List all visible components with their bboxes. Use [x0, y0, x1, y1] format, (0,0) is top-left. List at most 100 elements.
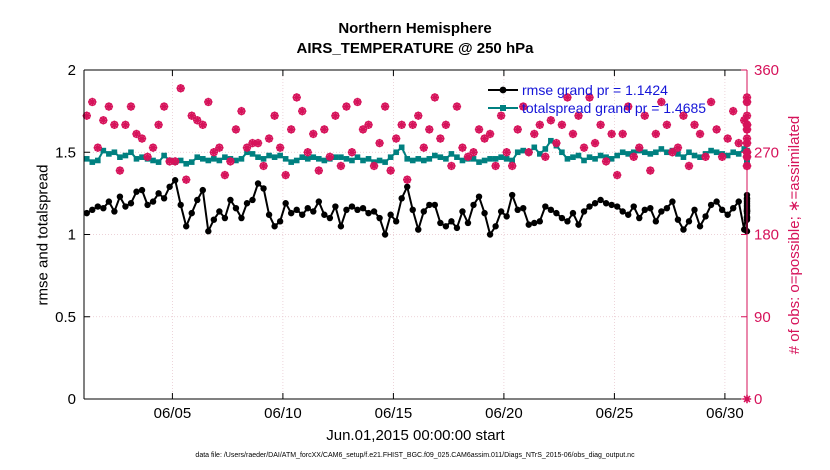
point-s3-60: [414, 111, 423, 120]
point-s0-1: [89, 206, 96, 214]
point-s1-86: [559, 149, 565, 156]
point-s1-47: [343, 156, 350, 162]
point-s0-43: [321, 211, 328, 218]
point-s0-53: [376, 214, 383, 222]
point-s1-78: [514, 149, 521, 156]
point-s0-76: [503, 213, 510, 220]
series-3: [82, 84, 752, 404]
point-s1-38: [293, 157, 300, 164]
point-s3-35: [275, 143, 285, 152]
point-s3-49: [353, 97, 362, 107]
point-s1-6: [117, 154, 123, 160]
point-s3-23: [209, 148, 219, 157]
point-s3-61: [419, 143, 428, 152]
point-s3-78: [513, 125, 522, 134]
legend-swatch-marker-0: [499, 86, 507, 94]
point-s0-106: [669, 198, 676, 205]
point-s1-116: [724, 152, 731, 159]
point-s3-5: [110, 120, 119, 130]
point-s3-97: [618, 129, 627, 139]
point-s1-99: [630, 149, 637, 156]
point-s3-109: [684, 161, 694, 171]
point-s3-21: [198, 120, 207, 130]
point-s1-18: [183, 160, 190, 167]
point-s0-9: [133, 188, 140, 195]
point-s3-86: [557, 120, 567, 130]
point-s3-0: [82, 111, 91, 120]
point-s3-10: [137, 134, 147, 143]
point-s3-116: [723, 134, 732, 143]
point-s3-25: [220, 170, 230, 180]
point-s1-14: [161, 152, 167, 159]
point-s1-117: [730, 149, 736, 156]
point-s3-38: [292, 93, 301, 102]
point-s1-90: [581, 157, 587, 164]
point-s3-6: [115, 166, 125, 175]
point-s1-32: [260, 156, 267, 162]
point-s0-17: [177, 201, 184, 209]
point-s1-45: [332, 154, 339, 160]
y-left-tick-label-2: 1: [68, 227, 76, 244]
point-s1-46: [338, 154, 344, 160]
point-s1-28: [238, 156, 245, 162]
legend-swatch-marker-1: [500, 105, 506, 111]
point-s3-72: [480, 134, 489, 143]
point-s3-65: [441, 120, 451, 130]
point-s3-92: [590, 138, 600, 148]
point-s0-61: [420, 208, 427, 215]
point-s0-44: [326, 214, 334, 222]
x-tick-label-3: 06/20: [485, 405, 523, 422]
point-s0-102: [647, 204, 654, 212]
point-s3-103: [651, 129, 661, 139]
point-s3-102: [646, 166, 655, 175]
point-s3-77: [507, 161, 517, 171]
point-s0-59: [409, 206, 416, 214]
point-s0-101: [641, 206, 648, 214]
point-s3-63: [430, 93, 440, 102]
point-s3-108: [679, 111, 688, 120]
point-s3-11: [143, 152, 152, 162]
point-s3-36: [281, 170, 290, 180]
point-s3-104: [657, 97, 666, 107]
point-s0-46: [337, 223, 345, 230]
legend-label-1: totalspread grand pr = 1.4685: [522, 100, 706, 116]
point-s1-66: [448, 151, 455, 157]
point-s3-28: [237, 106, 246, 116]
x-axis-label: Jun.01,2015 00:00:00 start: [326, 427, 505, 444]
point-s0-10: [138, 186, 146, 194]
point-s1-74: [492, 156, 499, 162]
point-s3-56: [391, 134, 401, 143]
point-s3-9: [132, 129, 141, 139]
point-s0-57: [398, 195, 405, 202]
point-s3-100: [635, 143, 644, 152]
point-s1-109: [686, 149, 692, 156]
point-s0-69: [464, 219, 472, 227]
point-s0-55: [387, 211, 394, 218]
point-s1-33: [266, 152, 272, 159]
point-s0-47: [343, 206, 350, 214]
point-s3-52: [369, 161, 379, 171]
point-s0-83: [542, 203, 549, 210]
point-s0-58: [404, 183, 411, 190]
point-s3-84: [546, 116, 556, 125]
point-s0-39: [299, 211, 306, 218]
point-s1-87: [564, 156, 571, 162]
point-s3-59: [408, 120, 417, 130]
point-s1-114: [713, 149, 720, 156]
point-s3-18: [182, 175, 191, 184]
point-s3-58: [403, 175, 412, 184]
point-s0-18: [183, 223, 190, 230]
point-s3-34: [270, 111, 279, 120]
point-s0-20: [194, 196, 201, 204]
point-s1-51: [365, 156, 372, 162]
point-s1-108: [680, 154, 687, 160]
point-s1-103: [653, 149, 659, 156]
x-tick-label-2: 06/15: [375, 405, 413, 422]
point-s0-29: [243, 200, 251, 207]
point-s1-56: [393, 149, 399, 156]
point-s0-73: [486, 231, 494, 238]
point-s0-86: [558, 214, 566, 222]
point-s3-82: [535, 120, 545, 130]
y-axis-label-left: rmse and totalspread: [34, 164, 52, 306]
point-s3-24: [215, 143, 224, 152]
